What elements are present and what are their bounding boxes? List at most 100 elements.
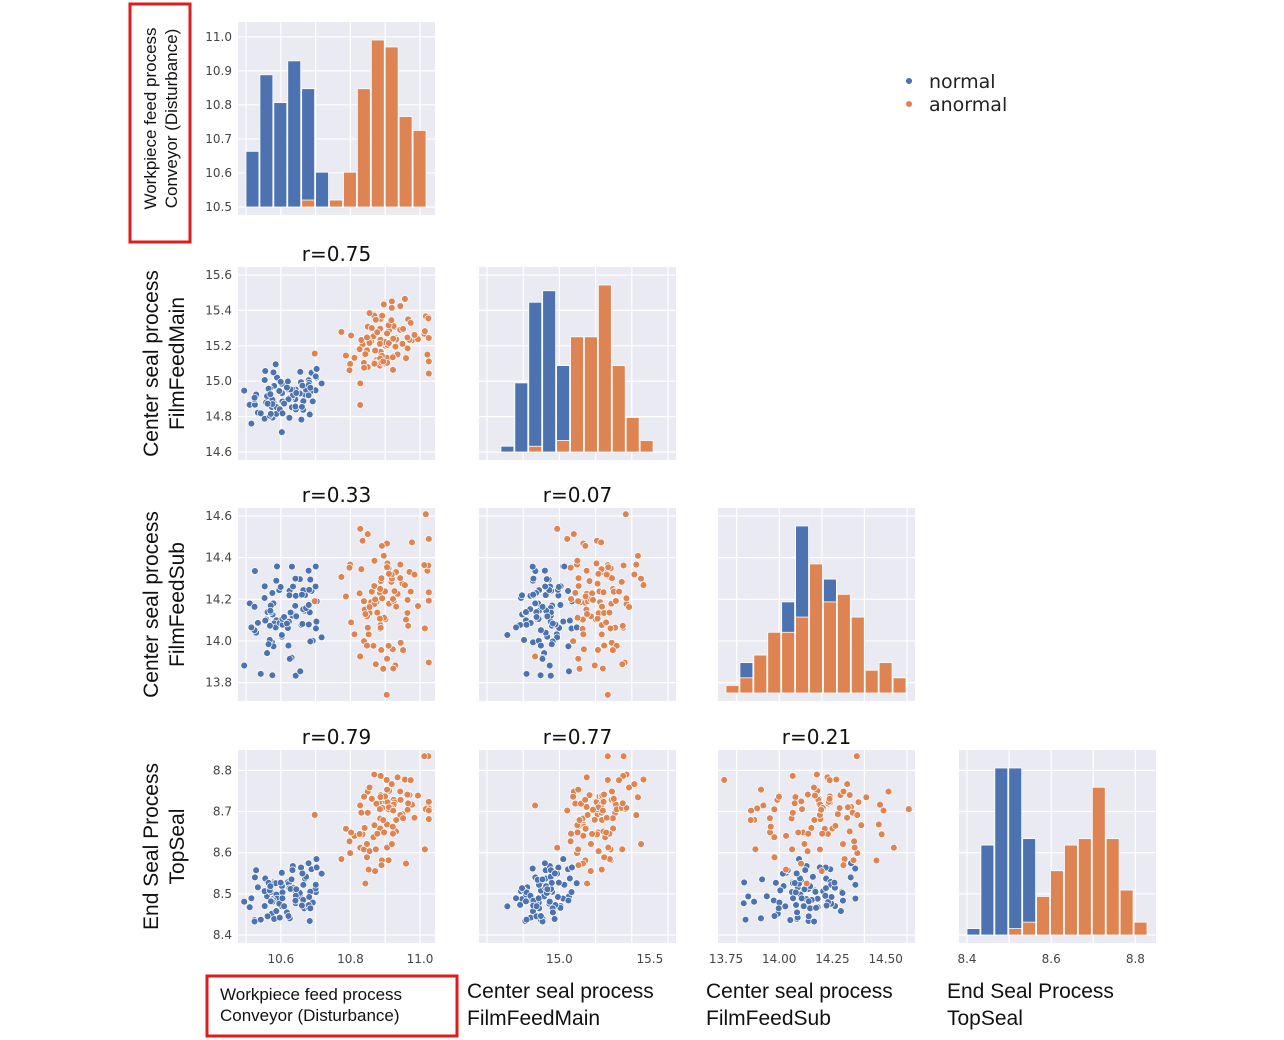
scatter-point-normal <box>739 899 748 908</box>
hist-bar-anormal <box>343 171 357 208</box>
scatter-point-anormal <box>368 795 376 803</box>
scatter-point-anormal <box>414 791 422 800</box>
scatter-point-anormal <box>845 827 854 836</box>
scatter-point-anormal <box>389 806 397 815</box>
scatter-point-anormal <box>877 830 886 839</box>
scatter-point-normal <box>512 894 520 903</box>
scatter-point-anormal <box>835 804 844 812</box>
scatter-point-normal <box>564 587 572 595</box>
scatter-point-anormal <box>410 570 419 579</box>
correlation-label: r=0.75 <box>302 242 372 266</box>
scatter-point-anormal <box>310 349 319 358</box>
scatter-point-normal <box>247 623 256 632</box>
scatter-point-anormal <box>346 849 354 857</box>
scatter-point-anormal <box>563 806 571 815</box>
scatter-point-anormal <box>853 752 861 760</box>
panel-background <box>718 750 915 943</box>
scatter-point-normal <box>261 367 270 375</box>
hist-bar-anormal <box>1036 896 1050 936</box>
scatter-point-anormal <box>403 344 412 353</box>
scatter-point-normal <box>264 640 273 648</box>
scatter-point-normal <box>556 601 565 609</box>
y-tick-label: 13.8 <box>205 676 232 690</box>
panel-r2-c2 <box>718 508 915 701</box>
scatter-point-normal <box>312 562 320 571</box>
scatter-point-normal <box>263 649 271 657</box>
scatter-point-anormal <box>832 775 841 784</box>
scatter-point-normal <box>551 869 559 878</box>
scatter-point-anormal <box>563 535 571 543</box>
scatter-point-anormal <box>421 327 429 335</box>
y-tick-label: 10.9 <box>205 64 232 78</box>
scatter-point-anormal <box>396 574 404 582</box>
scatter-point-normal <box>804 912 813 921</box>
scatter-point-normal <box>240 661 248 670</box>
scatter-point-normal <box>291 602 299 610</box>
scatter-point-anormal <box>579 832 588 840</box>
scatter-point-normal <box>245 903 254 911</box>
scatter-point-anormal <box>372 845 380 854</box>
scatter-point-anormal <box>376 772 385 780</box>
hist-bar-anormal <box>301 199 316 208</box>
scatter-point-anormal <box>579 630 588 639</box>
scatter-point-normal <box>272 576 281 585</box>
scatter-point-anormal <box>604 843 612 852</box>
scatter-point-anormal <box>602 618 610 627</box>
scatter-point-anormal <box>618 660 626 668</box>
y-axis-title-line: Center seal process <box>140 270 163 457</box>
scatter-point-anormal <box>372 660 380 668</box>
scatter-point-anormal <box>370 359 379 368</box>
scatter-point-anormal <box>421 624 429 633</box>
scatter-point-normal <box>254 619 262 627</box>
scatter-point-anormal <box>347 618 355 627</box>
y-axis-title-line: Center seal process <box>140 511 163 698</box>
scatter-point-normal <box>543 885 552 894</box>
scatter-point-anormal <box>382 776 391 784</box>
scatter-point-anormal <box>599 588 608 597</box>
scatter-point-normal <box>522 621 531 629</box>
scatter-point-anormal <box>425 588 433 597</box>
scatter-point-normal <box>298 590 306 599</box>
scatter-point-normal <box>298 620 307 628</box>
scatter-point-anormal <box>589 596 597 604</box>
scatter-point-normal <box>291 402 300 411</box>
scatter-point-anormal <box>406 776 415 784</box>
hist-bar-normal <box>528 301 543 453</box>
panel-r2-c0 <box>238 508 435 701</box>
scatter-point-anormal <box>379 816 387 824</box>
scatter-point-normal <box>312 624 320 633</box>
scatter-point-anormal <box>396 302 405 310</box>
y-tick-label: 14.6 <box>205 445 232 459</box>
hist-bar-anormal <box>370 39 385 208</box>
scatter-point-normal <box>291 896 300 905</box>
scatter-point-anormal <box>585 577 594 585</box>
hist-bar-anormal <box>767 631 782 694</box>
scatter-point-anormal <box>358 537 367 545</box>
scatter-point-anormal <box>810 816 819 824</box>
scatter-point-normal <box>522 897 530 906</box>
scatter-point-normal <box>758 875 766 884</box>
hist-bar-anormal <box>1077 838 1092 936</box>
scatter-point-normal <box>827 893 836 901</box>
scatter-point-anormal <box>393 773 402 782</box>
panel-r0-c0 <box>238 22 435 215</box>
scatter-point-anormal <box>609 814 617 822</box>
scatter-point-normal <box>543 612 552 621</box>
scatter-point-normal <box>266 390 275 398</box>
scatter-point-anormal <box>355 345 364 353</box>
scatter-point-anormal <box>818 829 826 838</box>
scatter-point-normal <box>286 608 295 617</box>
scatter-point-anormal <box>775 792 783 801</box>
scatter-point-anormal <box>401 295 409 303</box>
scatter-point-anormal <box>804 790 812 799</box>
scatter-point-anormal <box>599 664 607 673</box>
scatter-point-anormal <box>425 596 433 605</box>
scatter-point-anormal <box>356 525 365 533</box>
scatter-point-anormal <box>875 820 883 829</box>
scatter-point-anormal <box>389 829 397 838</box>
scatter-point-normal <box>269 368 278 377</box>
x-axis-title-line: Workpiece feed process <box>220 985 402 1004</box>
scatter-point-anormal <box>310 597 319 605</box>
scatter-point-anormal <box>797 859 805 868</box>
scatter-point-anormal <box>365 783 374 792</box>
